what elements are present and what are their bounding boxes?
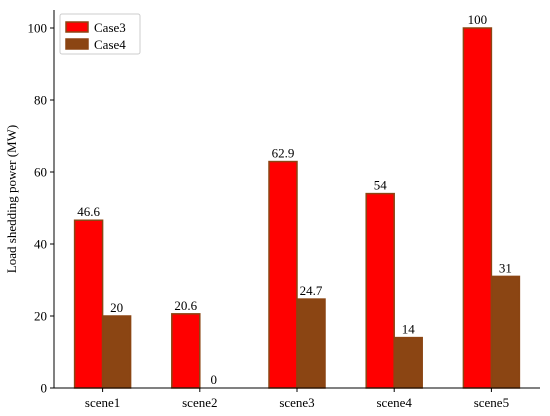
y-tick-label-2: 40 <box>34 237 47 252</box>
bar-case3-scene4 <box>365 192 395 389</box>
data-labels-layer: 46.6 20 20.6 0 62.9 24.7 54 14 100 31 <box>77 12 512 387</box>
bar-case3-scene5 <box>462 27 493 389</box>
y-tick-label-5: 100 <box>28 21 48 36</box>
data-label-case3-scene3: 62.9 <box>272 146 295 161</box>
data-label-case4-scene3: 24.7 <box>300 283 323 298</box>
legend-swatch-case4 <box>65 38 89 50</box>
x-tick-label-scene3: scene3 <box>279 395 314 410</box>
y-tick-label-4: 80 <box>34 93 47 108</box>
legend-label-case4: Case4 <box>94 37 126 52</box>
data-label-case3-scene4: 54 <box>374 178 388 193</box>
data-label-case4-scene5: 31 <box>499 260 512 275</box>
bar-case3-scene2 <box>171 313 201 389</box>
data-label-case4-scene2: 0 <box>211 372 218 387</box>
bar-case4-scene4 <box>393 336 423 389</box>
bar-case4-scene1 <box>101 315 132 389</box>
x-tick-label-scene4: scene4 <box>377 395 413 410</box>
y-tick-label-0: 0 <box>41 381 48 396</box>
data-label-case3-scene1: 46.6 <box>77 204 100 219</box>
bar-case3-scene3 <box>268 160 298 389</box>
x-tick-label-scene2: scene2 <box>182 395 217 410</box>
legend-label-case3: Case3 <box>94 20 126 35</box>
legend-swatch-case3 <box>65 21 89 33</box>
x-tick-label-scene5: scene5 <box>474 395 509 410</box>
legend: Case3 Case4 <box>59 13 141 55</box>
data-label-case4-scene1: 20 <box>110 300 123 315</box>
y-tick-label-1: 20 <box>34 309 47 324</box>
bar-case4-scene3 <box>296 298 326 389</box>
x-ticks: scene1 scene2 scene3 scene4 scene5 <box>85 388 509 410</box>
data-label-case3-scene2: 20.6 <box>174 298 197 313</box>
x-tick-label-scene1: scene1 <box>85 395 120 410</box>
data-label-case3-scene5: 100 <box>468 12 488 27</box>
y-axis-title: Load shedding power (MW) <box>4 125 19 273</box>
y-tick-label-3: 60 <box>34 165 47 180</box>
data-label-case4-scene4: 14 <box>402 322 416 337</box>
bar-case3-scene1 <box>73 219 104 389</box>
y-ticks: 0 20 40 60 80 100 <box>28 21 54 396</box>
bars-layer <box>73 27 521 389</box>
bar-case4-scene5 <box>490 275 521 389</box>
